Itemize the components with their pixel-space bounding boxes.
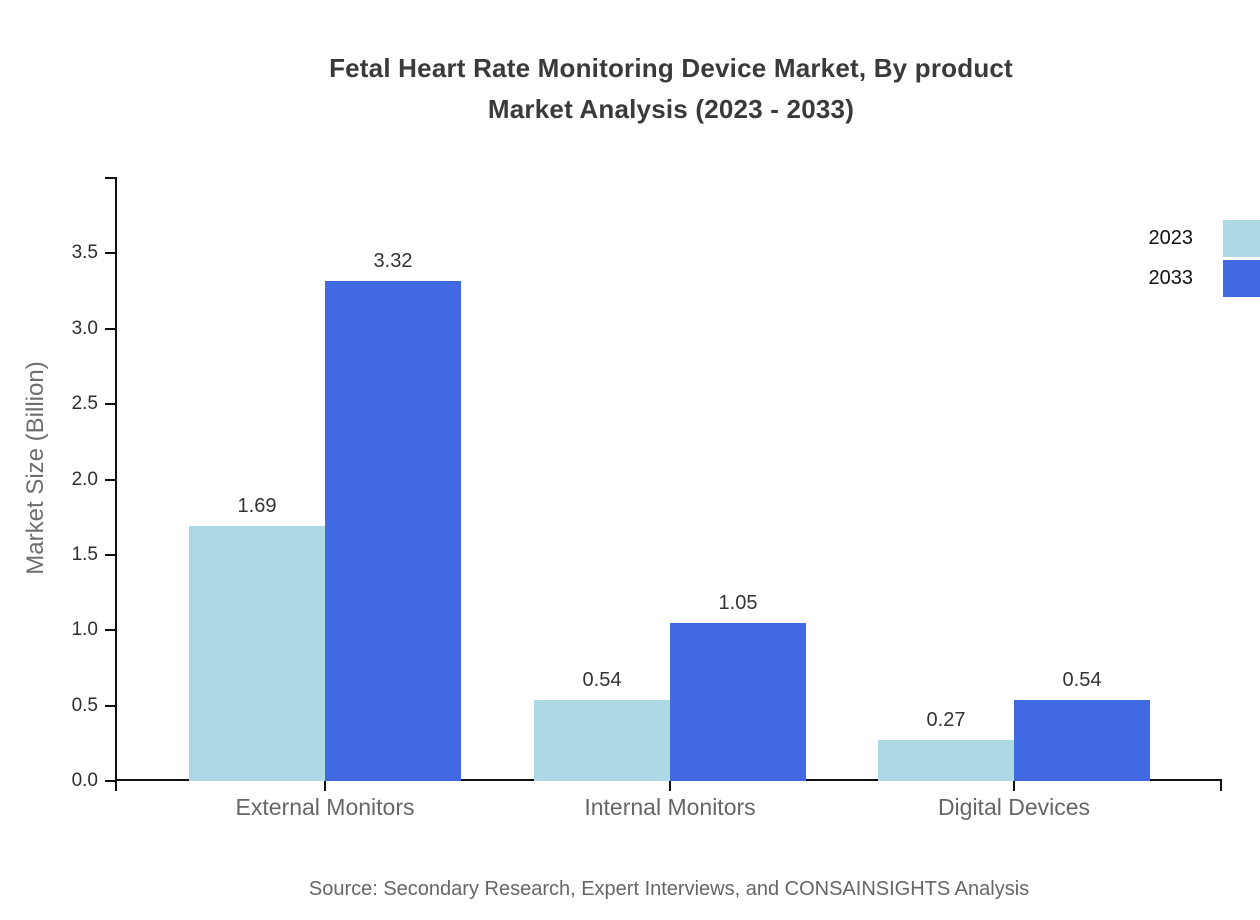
bar-2033-2 bbox=[1014, 700, 1150, 781]
bar-2023-0 bbox=[189, 526, 325, 781]
bar-value-label: 1.69 bbox=[237, 495, 277, 517]
y-axis-tick bbox=[105, 553, 115, 556]
bar-value-label: 0.54 bbox=[1062, 669, 1102, 691]
bar-value-label: 0.54 bbox=[582, 669, 622, 691]
y-axis-tick bbox=[105, 252, 115, 255]
bar-value-label: 3.32 bbox=[373, 250, 413, 272]
y-axis-tick bbox=[105, 629, 115, 632]
legend-swatch-2023 bbox=[1223, 220, 1260, 257]
y-tick-label: 2.0 bbox=[71, 468, 98, 490]
y-tick-label: 1.0 bbox=[71, 619, 98, 641]
bar-2033-1 bbox=[670, 623, 806, 781]
legend-label-2023: 2023 bbox=[1148, 227, 1194, 249]
y-tick-label: 3.5 bbox=[71, 242, 98, 264]
x-axis-tick bbox=[324, 781, 326, 791]
legend-swatch-2033 bbox=[1223, 260, 1260, 297]
y-axis-end-cap bbox=[105, 177, 117, 179]
x-category-label: Internal Monitors bbox=[584, 794, 756, 820]
y-axis-tick bbox=[105, 478, 115, 481]
chart-title: Fetal Heart Rate Monitoring Device Marke… bbox=[329, 48, 1013, 130]
y-tick-label: 2.5 bbox=[71, 393, 98, 415]
bar-2033-0 bbox=[325, 281, 461, 781]
y-tick-label: 0.5 bbox=[71, 694, 98, 716]
x-axis-tick bbox=[1013, 781, 1015, 791]
x-category-label: Digital Devices bbox=[937, 794, 1091, 820]
y-axis-tick bbox=[105, 780, 115, 782]
y-tick-label: 3.0 bbox=[71, 317, 98, 339]
x-axis-end-cap bbox=[1220, 781, 1222, 791]
y-tick-label: 1.5 bbox=[71, 543, 98, 565]
x-category-label: External Monitors bbox=[235, 794, 415, 820]
y-tick-label: 0.0 bbox=[71, 770, 98, 791]
bar-2023-2 bbox=[878, 740, 1014, 781]
bar-value-label: 0.27 bbox=[926, 709, 966, 731]
y-axis-tick bbox=[105, 704, 115, 707]
chart-title-line2: Market Analysis (2023 - 2033) bbox=[487, 94, 855, 124]
source-note: Source: Secondary Research, Expert Inter… bbox=[308, 878, 1030, 900]
y-axis-tick bbox=[105, 403, 115, 406]
x-axis-tick bbox=[669, 781, 671, 791]
chart-title-line1: Fetal Heart Rate Monitoring Device Marke… bbox=[329, 53, 1013, 83]
legend-label-2033: 2033 bbox=[1148, 267, 1194, 289]
bar-2023-1 bbox=[534, 700, 670, 781]
bar-value-label: 1.05 bbox=[718, 592, 758, 614]
y-axis-tick bbox=[105, 327, 115, 330]
x-axis-start-cap bbox=[115, 781, 117, 791]
